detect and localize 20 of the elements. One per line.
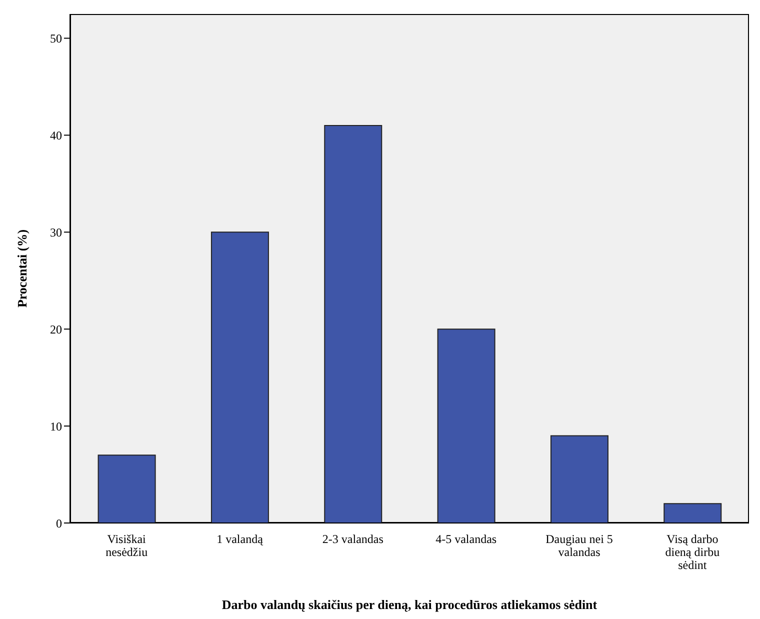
x-tick-label: 4-5 valandas <box>436 532 497 546</box>
y-axis-title: Procentai (%) <box>14 229 30 308</box>
bar <box>324 124 382 523</box>
bar <box>550 435 608 523</box>
bar <box>98 454 156 523</box>
y-tick-label: 0 <box>56 516 62 530</box>
bar <box>664 503 722 523</box>
y-tick-label: 50 <box>50 32 62 46</box>
y-tick-label: 40 <box>50 128 62 142</box>
x-tick-label: 2-3 valandas <box>322 532 384 546</box>
y-tick-label: 30 <box>50 225 62 240</box>
x-axis-title: Darbo valandų skaičius per dieną, kai procedūros atliekamos sėdint <box>222 597 598 612</box>
y-tick-label: 20 <box>50 322 62 336</box>
x-tick-label: Daugiau nei 5 valandas <box>546 532 613 559</box>
bar <box>437 328 496 523</box>
x-tick-label: Visą darbo dieną dirbu sėdint <box>665 532 720 572</box>
x-tick-label: 1 valandą <box>216 532 264 546</box>
y-tick-label: 10 <box>50 419 62 434</box>
x-tick-label: Visiškai nesėdžiu <box>106 532 148 559</box>
bar <box>210 232 269 523</box>
